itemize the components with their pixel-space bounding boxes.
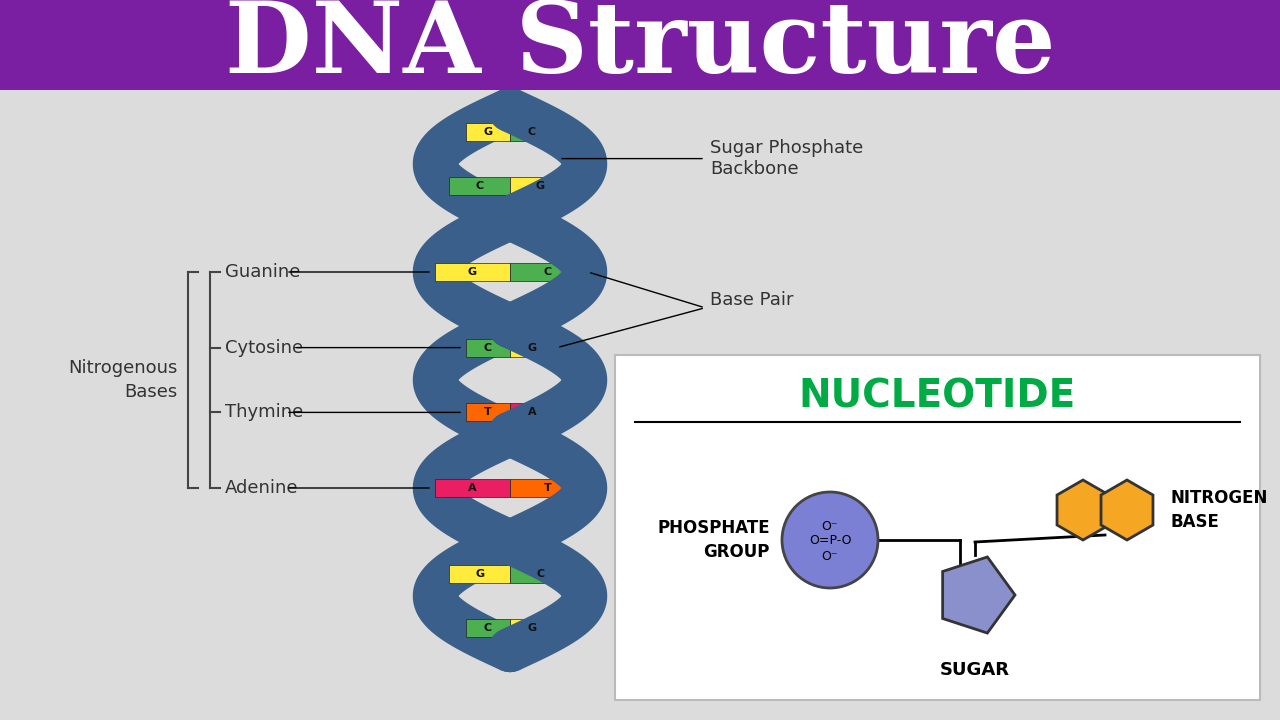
Text: PHOSPHATE
GROUP: PHOSPHATE GROUP xyxy=(658,519,771,561)
Text: Thymine: Thymine xyxy=(225,403,303,421)
Text: C: C xyxy=(476,181,484,191)
Text: G: G xyxy=(527,343,536,353)
Text: DNA Structure: DNA Structure xyxy=(225,0,1055,94)
Bar xyxy=(509,479,585,497)
Text: T: T xyxy=(544,483,552,493)
Bar xyxy=(466,619,509,637)
Polygon shape xyxy=(942,557,1015,633)
Circle shape xyxy=(782,492,878,588)
Bar xyxy=(509,565,571,583)
Bar xyxy=(449,565,509,583)
Text: Nitrogenous
Bases: Nitrogenous Bases xyxy=(69,359,178,401)
Text: T: T xyxy=(484,408,492,418)
Text: Sugar Phosphate
Backbone: Sugar Phosphate Backbone xyxy=(710,139,863,178)
Text: Adenine: Adenine xyxy=(225,479,298,497)
Text: C: C xyxy=(544,267,552,277)
Bar xyxy=(509,176,571,194)
Text: Guanine: Guanine xyxy=(225,263,301,281)
Text: G: G xyxy=(468,267,477,277)
Text: A: A xyxy=(527,408,536,418)
Bar xyxy=(509,122,554,140)
Bar xyxy=(509,403,554,421)
Text: C: C xyxy=(484,624,492,634)
Text: C: C xyxy=(536,570,544,580)
Text: G: G xyxy=(484,127,493,137)
Text: G: G xyxy=(475,570,484,580)
Bar xyxy=(435,263,509,281)
FancyBboxPatch shape xyxy=(614,355,1260,700)
Bar xyxy=(449,176,509,194)
Text: O⁻: O⁻ xyxy=(822,520,838,533)
Text: O=P-O: O=P-O xyxy=(809,534,851,547)
Text: Cytosine: Cytosine xyxy=(225,338,303,356)
Text: Base Pair: Base Pair xyxy=(710,291,794,309)
Text: C: C xyxy=(527,127,536,137)
Bar xyxy=(509,263,585,281)
Bar xyxy=(466,122,509,140)
Text: SUGAR: SUGAR xyxy=(940,661,1010,679)
Text: O⁻: O⁻ xyxy=(822,549,838,562)
FancyBboxPatch shape xyxy=(0,0,1280,90)
Text: NUCLEOTIDE: NUCLEOTIDE xyxy=(799,378,1076,416)
Bar xyxy=(466,403,509,421)
Bar xyxy=(509,619,554,637)
Polygon shape xyxy=(1101,480,1153,540)
Bar xyxy=(435,479,509,497)
Text: A: A xyxy=(468,483,477,493)
Bar xyxy=(466,338,509,356)
Polygon shape xyxy=(1057,480,1108,540)
Text: NITROGEN
BASE: NITROGEN BASE xyxy=(1170,489,1267,531)
Text: G: G xyxy=(527,624,536,634)
Text: G: G xyxy=(536,181,545,191)
Text: C: C xyxy=(484,343,492,353)
Bar xyxy=(509,338,554,356)
